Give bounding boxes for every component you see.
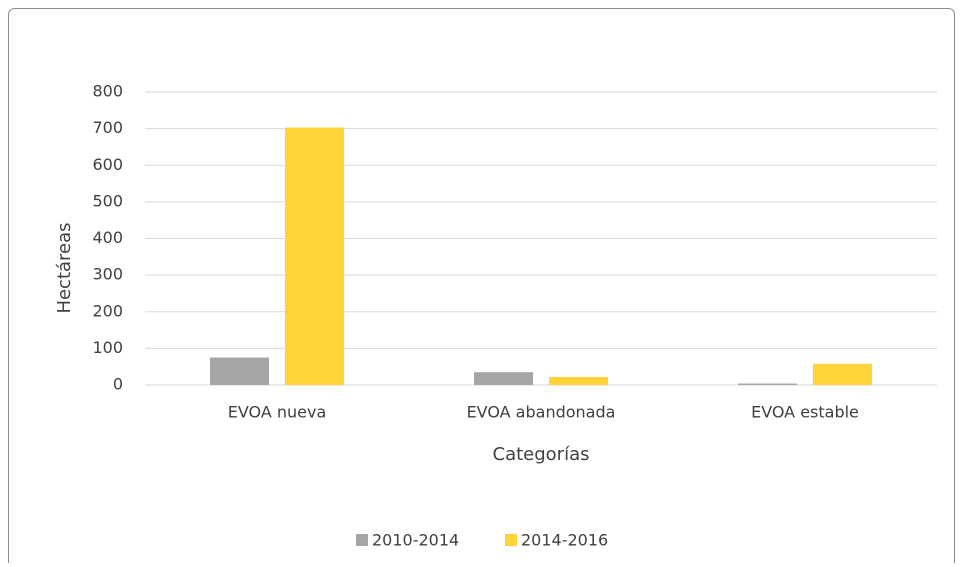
bar — [210, 357, 269, 385]
x-tick-label: EVOA nueva — [228, 403, 327, 422]
y-tick-label: 800 — [92, 82, 123, 101]
x-axis-label: Categorías — [493, 444, 590, 465]
y-tick-label: 0 — [113, 375, 123, 394]
legend-swatch — [356, 534, 368, 546]
legend-label: 2014-2016 — [521, 531, 608, 550]
y-tick-label: 400 — [92, 228, 123, 247]
legend-label: 2010-2014 — [372, 531, 459, 550]
y-tick-label: 300 — [92, 265, 123, 284]
y-tick-label: 200 — [92, 301, 123, 320]
x-tick-label: EVOA abandonada — [467, 403, 616, 422]
y-tick-label: 100 — [92, 338, 123, 357]
bar — [813, 363, 872, 385]
bar — [549, 376, 608, 385]
legend-swatch — [505, 534, 517, 546]
y-tick-label: 700 — [92, 118, 123, 137]
bar — [474, 372, 533, 385]
bar — [285, 127, 344, 386]
y-tick-label: 600 — [92, 155, 123, 174]
bar — [738, 383, 797, 385]
y-tick-label: 500 — [92, 191, 123, 210]
x-tick-label: EVOA estable — [751, 403, 859, 422]
y-axis-label: Hectáreas — [54, 222, 75, 313]
chart-frame — [8, 8, 955, 567]
